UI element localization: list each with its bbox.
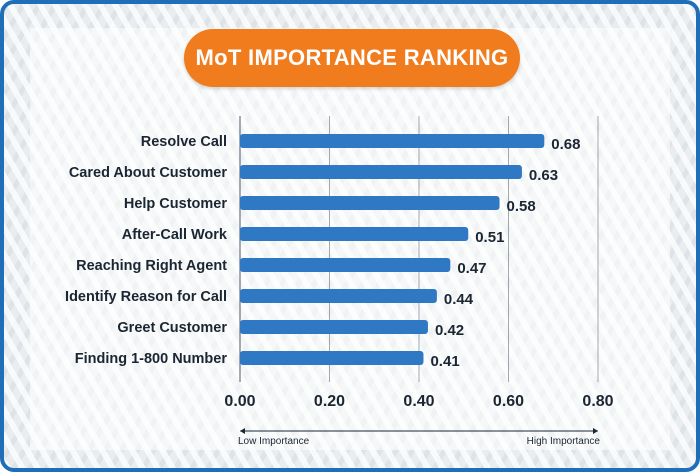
value-label: 0.47 xyxy=(457,260,486,277)
bar xyxy=(240,227,469,241)
x-tick-label: 0.40 xyxy=(403,393,434,410)
bar xyxy=(240,351,424,365)
chart-title: MoT IMPORTANCE RANKING xyxy=(195,45,509,70)
scale-arrow-left-head xyxy=(240,428,245,434)
low-importance-label: Low Importance xyxy=(238,436,310,447)
title-banner: MoT IMPORTANCE RANKING xyxy=(184,29,520,87)
value-label: 0.42 xyxy=(435,322,464,339)
value-label: 0.68 xyxy=(551,136,580,153)
bar xyxy=(240,320,428,334)
bar xyxy=(240,134,545,148)
bar xyxy=(240,196,500,210)
x-tick-label: 0.00 xyxy=(224,393,255,410)
value-label: 0.58 xyxy=(507,198,536,215)
category-label: Greet Customer xyxy=(117,320,227,336)
x-tick-label: 0.60 xyxy=(493,393,524,410)
high-importance-label: High Importance xyxy=(527,436,601,447)
bar xyxy=(240,165,522,179)
x-tick-label: 0.20 xyxy=(314,393,345,410)
chart-plot: Resolve Call 0.68 Cared About Customer 0.63… xyxy=(65,116,614,447)
category-label: Help Customer xyxy=(124,196,227,212)
value-label: 0.63 xyxy=(529,167,558,184)
value-label: 0.44 xyxy=(444,291,474,308)
category-label: Cared About Customer xyxy=(69,165,228,181)
scale-arrow-right-head xyxy=(593,428,598,434)
x-tick-label: 0.80 xyxy=(582,393,613,410)
category-label: Identify Reason for Call xyxy=(65,289,227,305)
bar xyxy=(240,258,451,272)
category-label: After-Call Work xyxy=(122,227,228,243)
bar xyxy=(240,289,437,303)
category-label: Resolve Call xyxy=(141,134,227,150)
category-label: Reaching Right Agent xyxy=(76,258,227,274)
category-label: Finding 1-800 Number xyxy=(75,351,228,367)
value-label: 0.51 xyxy=(475,229,504,246)
value-label: 0.41 xyxy=(430,353,459,370)
